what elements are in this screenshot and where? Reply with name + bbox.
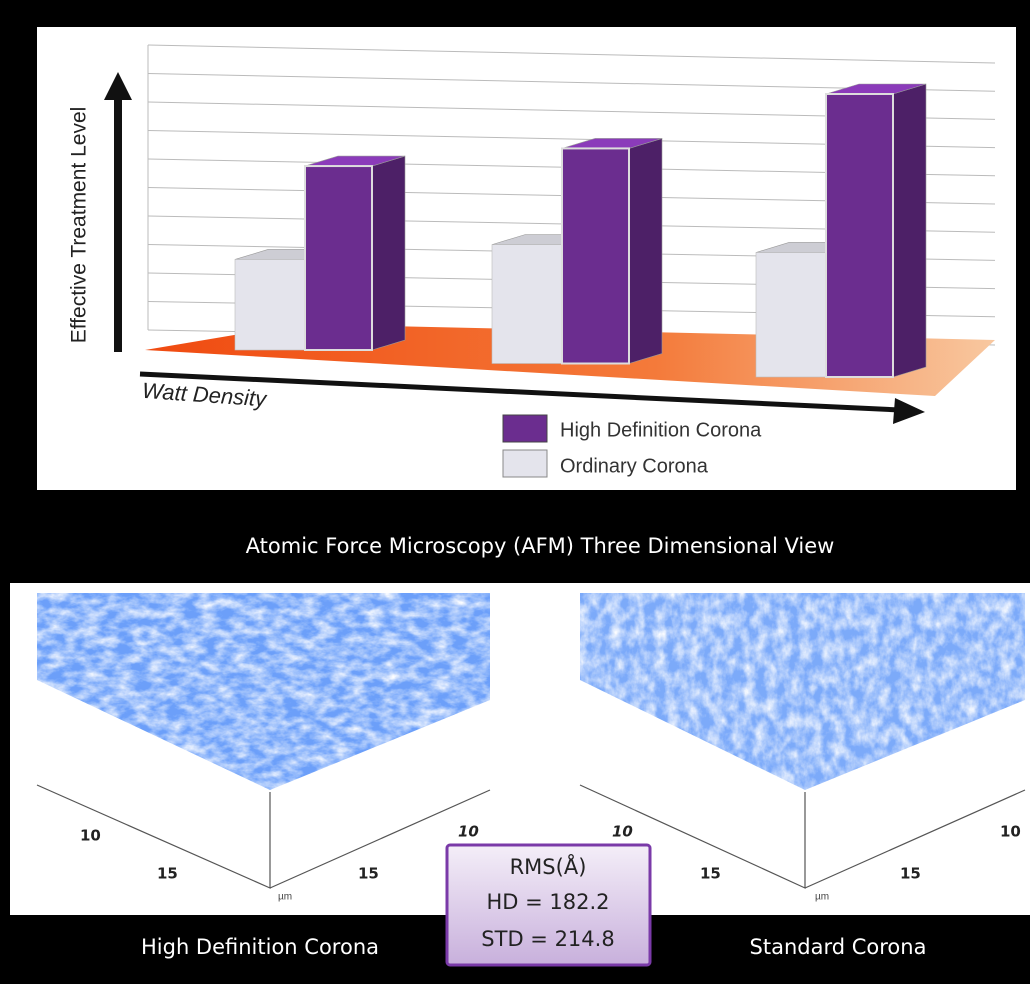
bar: [825, 93, 894, 378]
afm-tick: 15: [157, 865, 178, 883]
afm-surface: [580, 593, 1025, 790]
legend-swatch: [502, 414, 548, 443]
chart: [145, 44, 996, 396]
x-axis-arrow: [139, 371, 901, 413]
afm-tick: 15: [900, 865, 921, 883]
bar: [491, 244, 563, 364]
afm-caption: High Definition Corona: [141, 935, 379, 959]
afm-axes: [36, 784, 1026, 889]
rms-box: [445, 843, 652, 967]
bar: [561, 147, 630, 365]
wall-line: [147, 44, 996, 64]
afm-tick: 15: [358, 865, 379, 883]
y-axis-label: Effective Treatment Level: [68, 107, 91, 344]
legend-swatch: [502, 449, 548, 478]
rms-line: HD = 182.2: [486, 890, 609, 914]
afm-tick: 10: [1000, 823, 1021, 841]
bar: [304, 165, 373, 351]
afm-tick: 10: [612, 823, 633, 841]
bar-side: [628, 138, 663, 364]
afm-title: Atomic Force Microscopy (AFM) Three Dime…: [246, 534, 835, 558]
afm-unit: µm: [278, 892, 292, 903]
bar: [234, 259, 306, 351]
afm-unit: µm: [815, 892, 829, 903]
y-arrowhead: [104, 72, 132, 100]
legend-label: Ordinary Corona: [560, 455, 709, 477]
bar-side: [371, 155, 406, 351]
bar: [755, 252, 827, 378]
rms-line: STD = 214.8: [481, 927, 614, 951]
afm-surface: [37, 593, 490, 790]
rms-title: RMS(Å): [510, 853, 587, 879]
x-arrowhead: [893, 398, 925, 424]
legend-label: High Definition Corona: [560, 419, 762, 441]
afm-caption: Standard Corona: [750, 935, 927, 959]
afm-tick: 15: [700, 865, 721, 883]
bar-side: [892, 83, 927, 378]
afm-tick: 10: [80, 827, 101, 845]
afm-tick: 10: [458, 823, 479, 841]
